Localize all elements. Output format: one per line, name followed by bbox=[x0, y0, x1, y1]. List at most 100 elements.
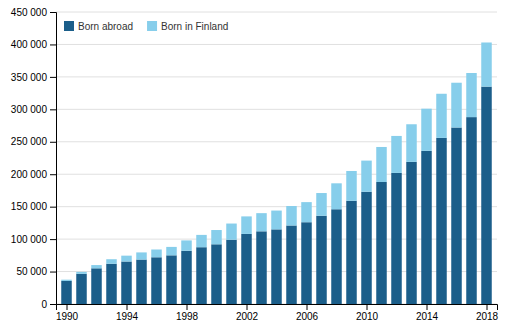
tick-label: 150 000 bbox=[11, 201, 48, 212]
bar bbox=[166, 255, 177, 304]
grid-line bbox=[56, 44, 497, 45]
tick: 1994 bbox=[116, 304, 139, 322]
legend-swatch bbox=[147, 21, 157, 31]
tick: 250 000 bbox=[11, 136, 56, 147]
bar bbox=[346, 171, 357, 201]
tick-label: 400 000 bbox=[11, 39, 48, 50]
tick: 200 000 bbox=[11, 169, 56, 180]
tick: 300 000 bbox=[11, 104, 56, 115]
bar bbox=[331, 209, 342, 304]
tick-mark bbox=[50, 77, 56, 78]
grid-line bbox=[56, 76, 497, 77]
tick-mark bbox=[367, 304, 368, 310]
tick-mark bbox=[247, 304, 248, 310]
bar bbox=[121, 261, 132, 304]
bar bbox=[301, 202, 312, 222]
bar bbox=[481, 42, 492, 86]
bar bbox=[481, 87, 492, 304]
tick-label: 300 000 bbox=[11, 104, 48, 115]
bar bbox=[346, 201, 357, 304]
legend-label: Born in Finland bbox=[161, 21, 228, 32]
bar bbox=[361, 192, 372, 304]
bar bbox=[316, 193, 327, 216]
bar bbox=[181, 240, 192, 250]
grid-line bbox=[56, 12, 497, 13]
bar bbox=[451, 128, 462, 304]
tick-label: 200 000 bbox=[11, 169, 48, 180]
bar-series bbox=[61, 42, 492, 280]
tick-label: 350 000 bbox=[11, 72, 48, 83]
tick-mark bbox=[307, 304, 308, 310]
grid bbox=[56, 12, 497, 304]
tick: 400 000 bbox=[11, 39, 56, 50]
bar bbox=[226, 240, 237, 304]
tick-mark bbox=[427, 304, 428, 310]
plot-area: 050 000100 000150 000200 000250 000300 0… bbox=[11, 7, 499, 322]
tick-label: 250 000 bbox=[11, 136, 48, 147]
tick: 1998 bbox=[176, 304, 199, 322]
bar bbox=[106, 264, 117, 304]
legend-swatch bbox=[64, 21, 74, 31]
bar bbox=[91, 265, 102, 268]
bar bbox=[406, 162, 417, 304]
bar bbox=[271, 211, 282, 230]
bar bbox=[211, 230, 222, 244]
bar bbox=[376, 147, 387, 182]
tick-mark bbox=[67, 304, 68, 310]
tick-mark bbox=[487, 304, 488, 310]
bar bbox=[151, 249, 162, 257]
bar bbox=[391, 136, 402, 173]
chart: 050 000100 000150 000200 000250 000300 0… bbox=[0, 0, 511, 330]
bar bbox=[421, 109, 432, 151]
tick-mark bbox=[50, 272, 56, 273]
tick-label: 1994 bbox=[116, 311, 139, 322]
bar bbox=[361, 161, 372, 192]
bar bbox=[106, 259, 117, 264]
bar bbox=[181, 251, 192, 304]
bar bbox=[241, 216, 252, 234]
legend-label: Born abroad bbox=[78, 21, 133, 32]
tick-label: 450 000 bbox=[11, 7, 48, 18]
bar bbox=[196, 235, 207, 247]
tick-label: 0 bbox=[41, 299, 47, 310]
tick-mark bbox=[50, 109, 56, 110]
legend-item: Born in Finland bbox=[147, 21, 228, 32]
tick: 2014 bbox=[416, 304, 439, 322]
tick: 2002 bbox=[236, 304, 259, 322]
bar bbox=[61, 281, 72, 304]
bar bbox=[271, 229, 282, 304]
bar bbox=[256, 213, 267, 231]
tick: 2006 bbox=[296, 304, 319, 322]
tick-label: 100 000 bbox=[11, 234, 48, 245]
bar bbox=[241, 234, 252, 304]
tick-label: 2010 bbox=[356, 311, 379, 322]
bar bbox=[76, 274, 87, 304]
tick: 450 000 bbox=[11, 7, 56, 18]
bar bbox=[451, 83, 462, 128]
bar bbox=[466, 117, 477, 304]
tick-mark bbox=[50, 142, 56, 143]
tick-label: 2018 bbox=[476, 311, 499, 322]
tick-mark bbox=[50, 239, 56, 240]
bar bbox=[376, 182, 387, 304]
tick-mark bbox=[50, 304, 56, 305]
tick-label: 2002 bbox=[236, 311, 259, 322]
tick-mark bbox=[127, 304, 128, 310]
axis-line bbox=[57, 305, 498, 311]
tick-mark bbox=[187, 304, 188, 310]
axis-line bbox=[50, 13, 57, 305]
tick-label: 1990 bbox=[56, 311, 79, 322]
tick: 1990 bbox=[56, 304, 79, 322]
bar bbox=[166, 247, 177, 255]
bar bbox=[211, 244, 222, 304]
bar bbox=[316, 216, 327, 304]
tick-mark bbox=[50, 44, 56, 45]
tick: 0 bbox=[41, 299, 56, 310]
tick-mark bbox=[50, 174, 56, 175]
tick: 100 000 bbox=[11, 234, 56, 245]
y-axis: 050 000100 000150 000200 000250 000300 0… bbox=[11, 7, 57, 310]
bar-series bbox=[61, 87, 492, 304]
x-axis: 1990 1994 1998 2002 2006 2010 2014 2018 bbox=[56, 304, 499, 322]
bar bbox=[196, 247, 207, 304]
legend-background bbox=[60, 17, 232, 35]
